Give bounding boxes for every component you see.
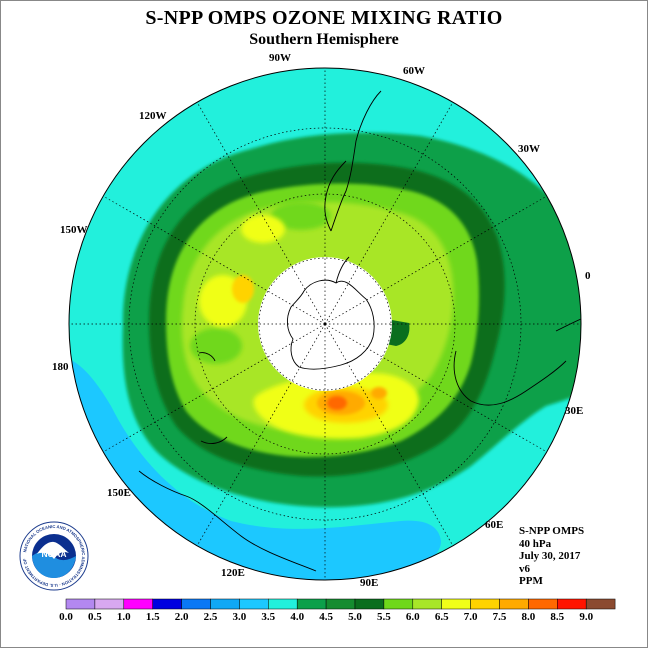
australia-coast <box>138 470 317 572</box>
colorbar-swatch <box>296 598 327 610</box>
colorbar-tick-label: 3.0 <box>233 611 247 623</box>
colorbar-swatch <box>65 598 96 610</box>
lon-label-60e: 60E <box>485 519 503 531</box>
band-5.0-5.5-intrusion-top <box>271 202 331 230</box>
colorbar-tick-label: 2.0 <box>175 611 189 623</box>
south-pole-marker <box>323 322 327 326</box>
colorbar-tick-label: 4.0 <box>290 611 304 623</box>
band-7.5-8.0 <box>327 396 347 410</box>
band-5.0-5.5-intrusion-left <box>190 328 242 364</box>
colorbar-tick-label: 3.5 <box>261 611 275 623</box>
graticule <box>69 68 581 580</box>
colorbar-tick-label: 5.0 <box>348 611 362 623</box>
product-info: S-NPP OMPS 40 hPa July 30, 2017 v6 PPM <box>519 525 584 588</box>
colorbar-tick-label: 0.5 <box>88 611 102 623</box>
colorbar-tick-label: 1.5 <box>146 611 160 623</box>
colorbar-swatch <box>152 598 182 610</box>
colorbar-swatch <box>94 598 125 610</box>
map-title: S-NPP OMPS OZONE MIXING RATIO <box>145 7 503 29</box>
colorbar-swatch <box>181 598 211 610</box>
colorbar-swatch <box>412 598 442 610</box>
band-6.5-7.0-left <box>232 275 254 303</box>
lon-label-120w: 120W <box>139 110 167 122</box>
noaa-logo-wave <box>32 550 76 578</box>
colorbar-labels: 0.0 0.5 1.0 1.5 2.0 2.5 3.0 3.5 4.0 4.5 5.0 5.5 6.0 6… <box>59 611 593 623</box>
colorbar-swatch <box>268 598 298 610</box>
colorbar-tick-label: 9.0 <box>579 611 593 623</box>
colorbar-swatch <box>325 598 356 610</box>
colorbar-tick-label: 0.0 <box>59 611 73 623</box>
antarctica-coast <box>286 279 375 370</box>
colorbar-swatch <box>441 598 471 610</box>
colorbar-tick-label: 4.5 <box>319 611 333 623</box>
pressure-level: 40 hPa <box>519 537 552 550</box>
colorbar-swatch <box>123 598 153 610</box>
colorbar-tick-label: 5.5 <box>377 611 391 623</box>
lon-label-30e: 30E <box>565 405 583 417</box>
lon-label-90e: 90E <box>360 577 378 589</box>
lon-label-90w: 90W <box>269 52 291 64</box>
lon-label-150w: 150W <box>60 224 88 236</box>
colorbar-tick-label: 8.5 <box>550 611 564 623</box>
colorbar-tick-label: 7.0 <box>464 611 478 623</box>
colorbar-tick-label: 6.5 <box>435 611 449 623</box>
noaa-logo: NATIONAL OCEANIC AND ATMOSPHERIC ADMINIS… <box>19 521 89 591</box>
lon-label-30w: 30W <box>518 143 540 155</box>
ozone-field <box>69 68 581 580</box>
lon-label-120e: 120E <box>221 567 245 579</box>
band-7.0-7.5-small <box>371 387 387 399</box>
colorbar-swatch <box>210 598 240 610</box>
lon-label-0: 0 <box>585 270 591 282</box>
lon-label-180: 180 <box>52 361 69 373</box>
lon-label-150e: 150E <box>107 487 131 499</box>
colorbar-swatch <box>354 598 385 610</box>
colorbar-swatches <box>65 598 616 610</box>
observation-date: July 30, 2017 <box>519 550 581 562</box>
band-6.0-6.5-topleft <box>241 215 285 243</box>
colorbar-tick-label: 2.5 <box>204 611 218 623</box>
colorbar-swatch <box>585 598 616 610</box>
colorbar-swatch <box>383 598 414 610</box>
colorbar-tick-label: 8.0 <box>522 611 536 623</box>
colorbar-tick-label: 7.5 <box>493 611 507 623</box>
map-border <box>68 67 582 581</box>
colorbar-tick-label: 1.0 <box>117 611 131 623</box>
south-america-coast <box>324 90 382 232</box>
units-label: PPM <box>519 575 543 587</box>
antarctic-peninsula <box>335 256 350 284</box>
longitude-labels: 90W 60W 30W 0 30E 60E 90E 120E 150E 180 … <box>52 52 591 589</box>
instrument-label: S-NPP OMPS <box>519 525 585 537</box>
new-zealand-coast <box>198 352 228 444</box>
colorbar-tick-label: 6.0 <box>406 611 420 623</box>
noaa-logo-text: NOAA <box>41 549 66 559</box>
colorbar-swatch <box>470 598 500 610</box>
colorbar-swatch <box>499 598 529 610</box>
noaa-logo-bird <box>37 541 69 559</box>
colorbar-swatch <box>528 598 558 610</box>
colorbar-swatch <box>557 598 587 610</box>
map-subtitle: Southern Hemisphere <box>249 31 399 48</box>
colorbar-swatch <box>239 598 269 610</box>
lon-label-60w: 60W <box>403 65 425 77</box>
product-version: v6 <box>519 562 530 575</box>
